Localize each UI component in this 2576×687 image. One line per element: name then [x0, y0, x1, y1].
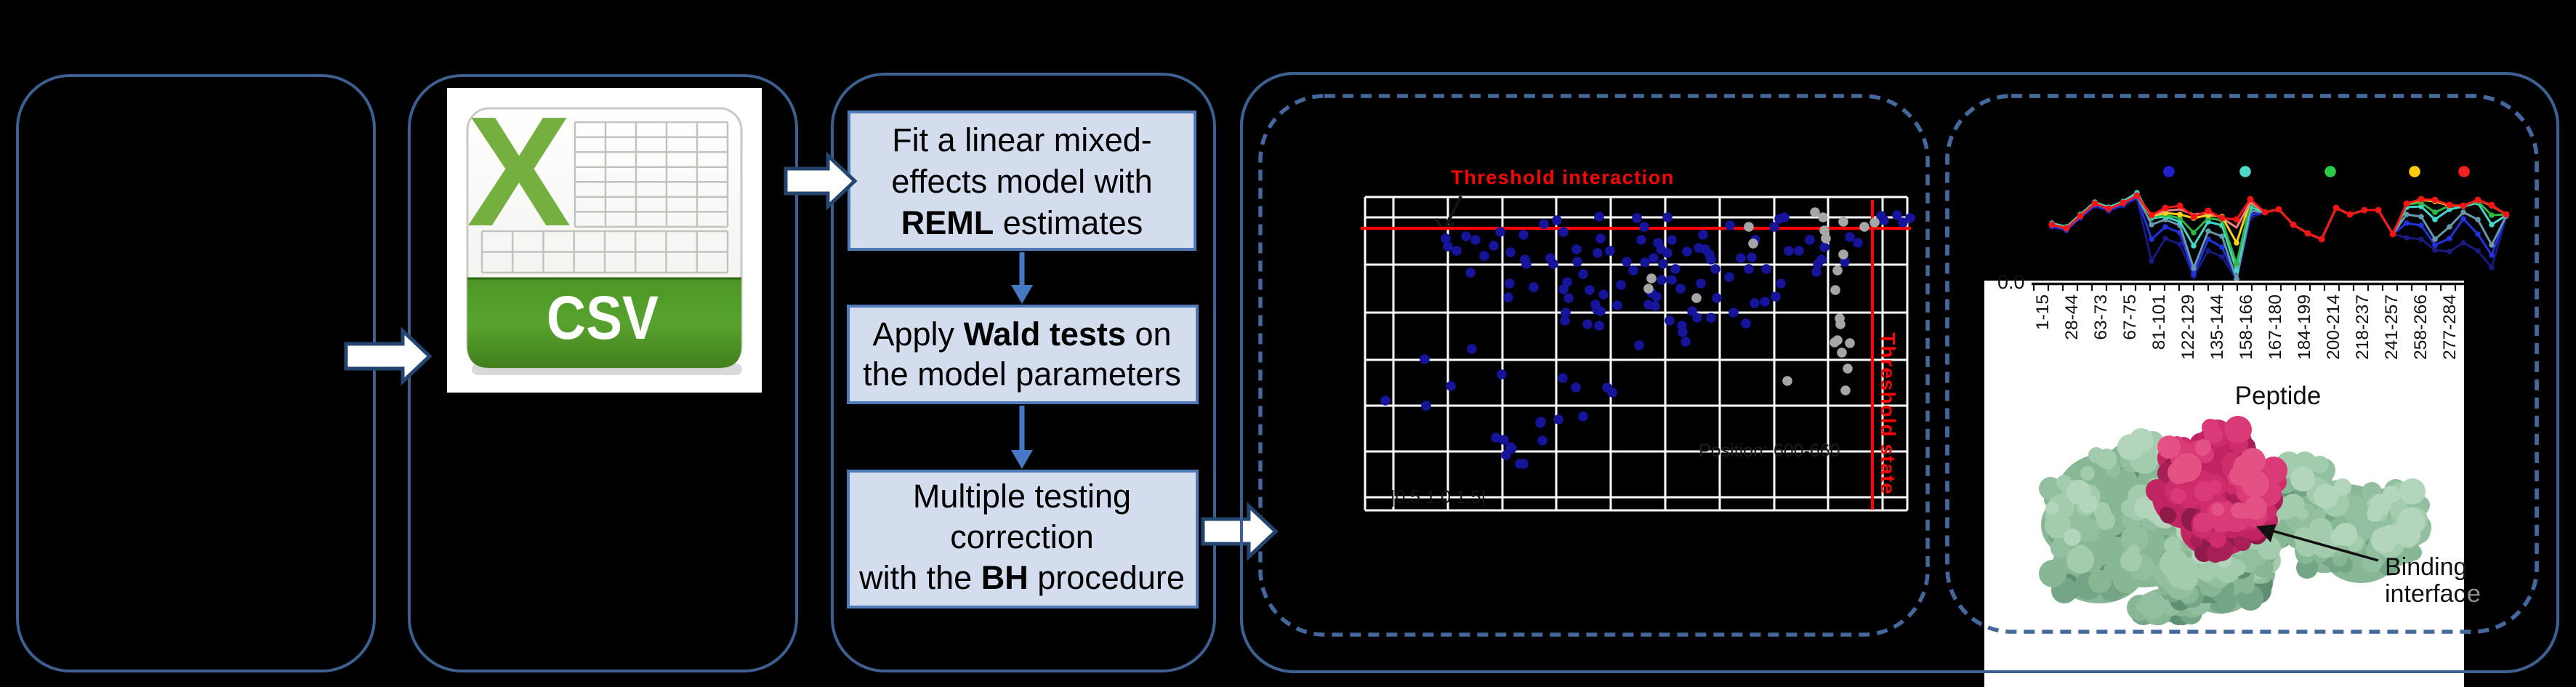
- svg-text:0.0: 0.0: [1997, 271, 2025, 293]
- svg-text:67-75: 67-75: [2120, 294, 2140, 340]
- svg-text:158-166: 158-166: [2237, 294, 2256, 360]
- svg-text:Position: 600-660: Position: 600-660: [1699, 441, 1840, 461]
- svg-text:122-129: 122-129: [2178, 294, 2198, 360]
- svg-text:81-101: 81-101: [2149, 294, 2169, 350]
- svg-text:e: e: [2467, 580, 2481, 608]
- svg-text:REML estimates: REML estimates: [901, 204, 1143, 241]
- svg-text:135-144: 135-144: [2207, 294, 2227, 360]
- svg-text:184-199: 184-199: [2295, 294, 2314, 360]
- svg-text:|0.5 1.0 1.5|: |0.5 1.0 1.5|: [1390, 487, 1486, 507]
- svg-text:Peptide: Peptide: [2235, 382, 2322, 410]
- svg-text:interface: interface: [2385, 580, 2479, 608]
- svg-text:Multiple testing: Multiple testing: [913, 478, 1131, 515]
- svg-text:1-15: 1-15: [2033, 294, 2053, 330]
- svg-text:Binding: Binding: [2385, 553, 2467, 581]
- svg-text:Apply Wald tests on: Apply Wald tests on: [872, 316, 1171, 353]
- svg-text:277-284: 277-284: [2440, 294, 2460, 360]
- svg-text:241-257: 241-257: [2382, 294, 2402, 360]
- svg-text:effects model with: effects model with: [891, 163, 1152, 200]
- svg-text:258-266: 258-266: [2411, 294, 2431, 360]
- svg-text:with the BH procedure: with the BH procedure: [858, 559, 1185, 596]
- svg-text:CSV: CSV: [547, 284, 659, 352]
- svg-text:X: X: [467, 84, 571, 259]
- svg-text:218-237: 218-237: [2353, 294, 2372, 360]
- svg-text:167-180: 167-180: [2266, 294, 2285, 360]
- svg-text:Threshold state: Threshold state: [1877, 332, 1899, 494]
- svg-text:Fit a linear mixed-: Fit a linear mixed-: [892, 121, 1152, 158]
- svg-text:the model parameters: the model parameters: [863, 355, 1181, 393]
- svg-text:Threshold interaction: Threshold interaction: [1451, 166, 1675, 188]
- svg-text:correction: correction: [950, 518, 1094, 555]
- svg-text:200-214: 200-214: [2324, 294, 2343, 360]
- svg-text:63-73: 63-73: [2091, 294, 2111, 340]
- svg-text:28-44: 28-44: [2062, 294, 2082, 340]
